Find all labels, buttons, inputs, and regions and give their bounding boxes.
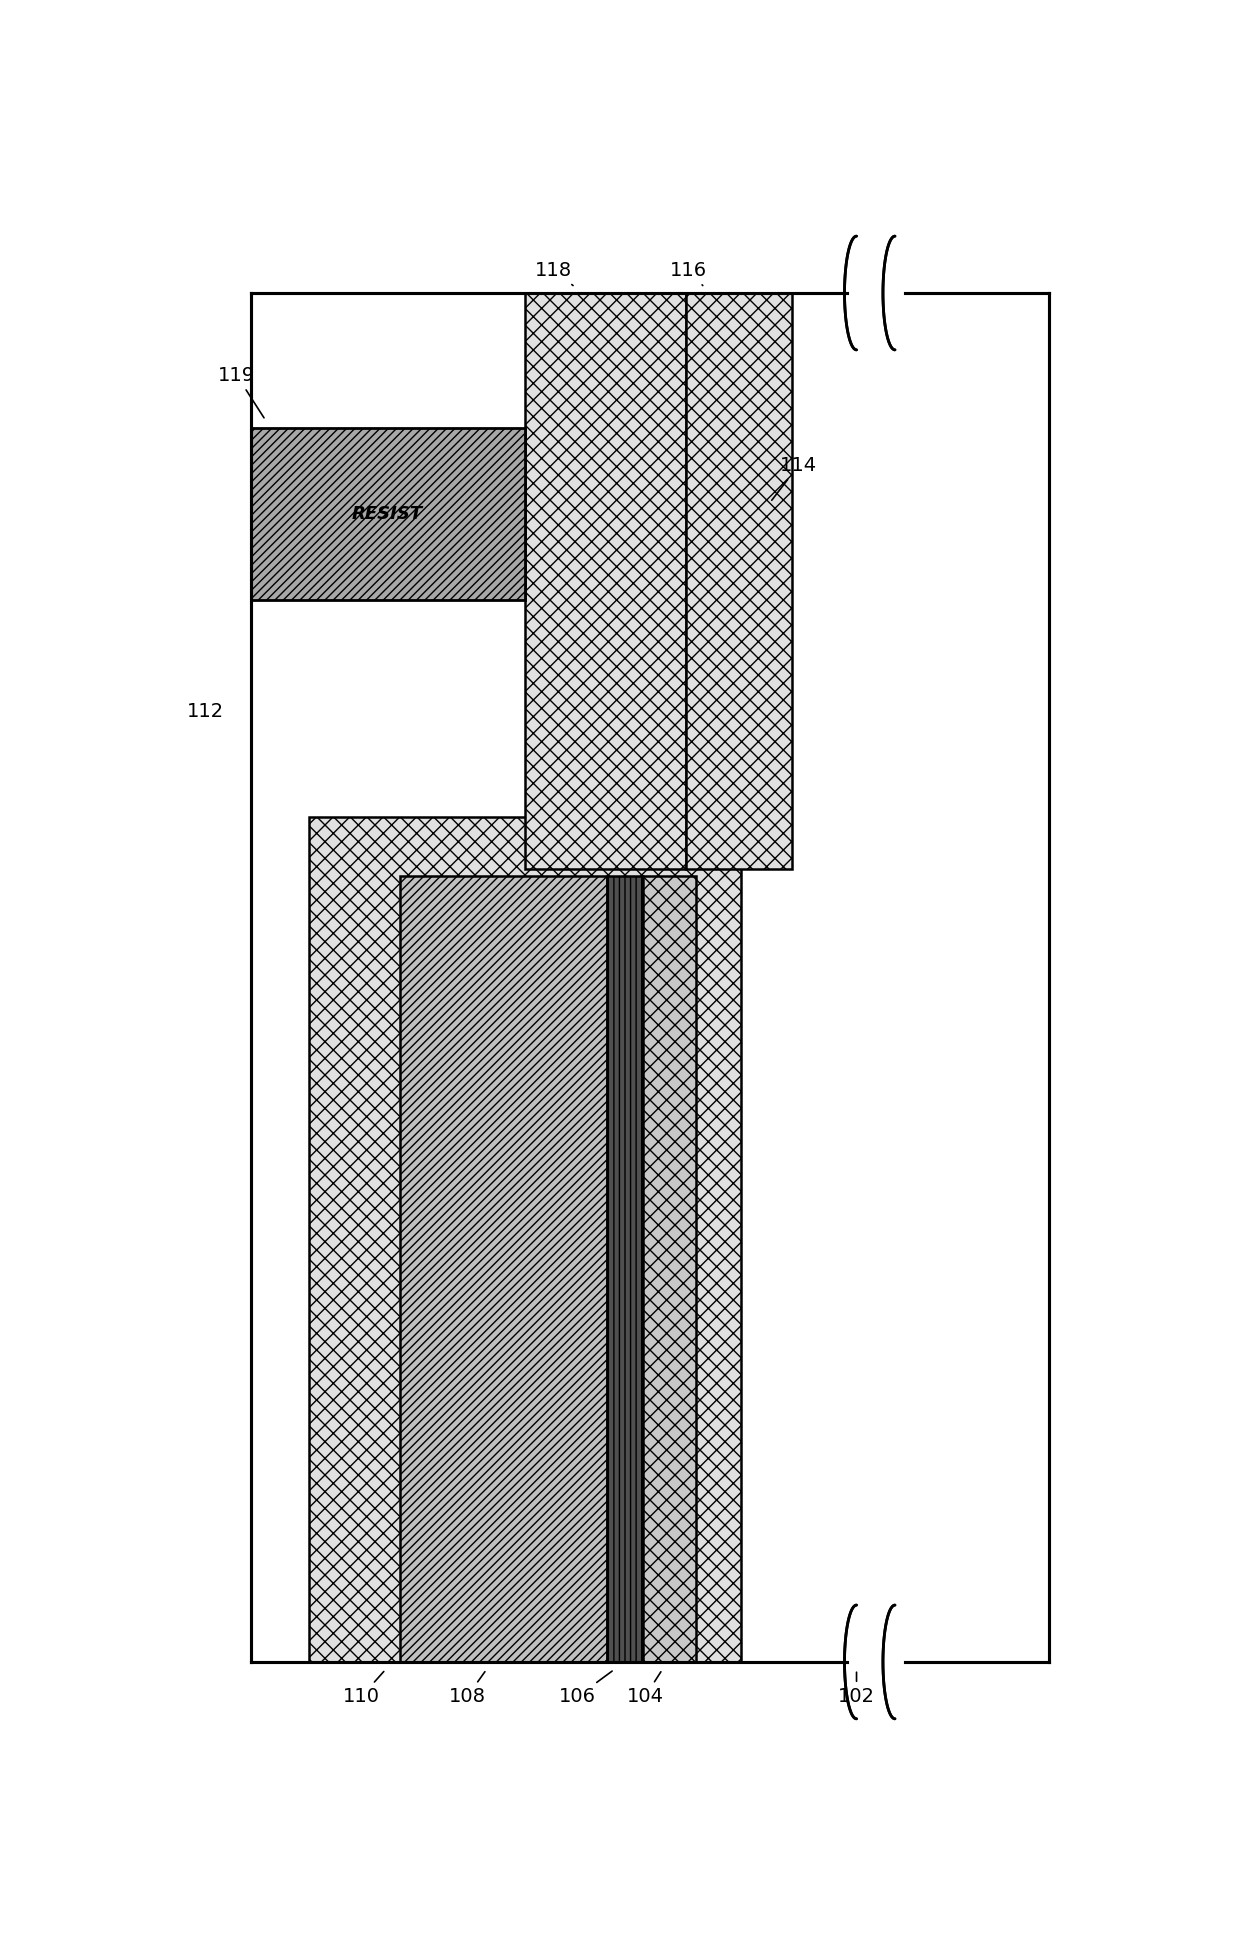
Text: 114: 114 (771, 455, 817, 499)
Bar (309, 816, 742, 1661)
Bar (525, 293, 687, 869)
Text: 102: 102 (838, 1673, 875, 1706)
Bar (401, 876, 606, 1661)
Text: RESIST: RESIST (352, 505, 423, 523)
Bar (687, 293, 792, 869)
Text: 110: 110 (343, 1671, 384, 1706)
Text: 108: 108 (449, 1671, 486, 1706)
Bar (606, 876, 644, 1661)
Bar (644, 876, 696, 1661)
Text: 116: 116 (670, 260, 707, 286)
Text: 106: 106 (559, 1671, 613, 1706)
Bar (250, 427, 525, 600)
Text: 112: 112 (187, 703, 224, 721)
Text: 119: 119 (218, 365, 264, 418)
Text: 118: 118 (536, 260, 573, 286)
Text: 104: 104 (626, 1671, 663, 1706)
